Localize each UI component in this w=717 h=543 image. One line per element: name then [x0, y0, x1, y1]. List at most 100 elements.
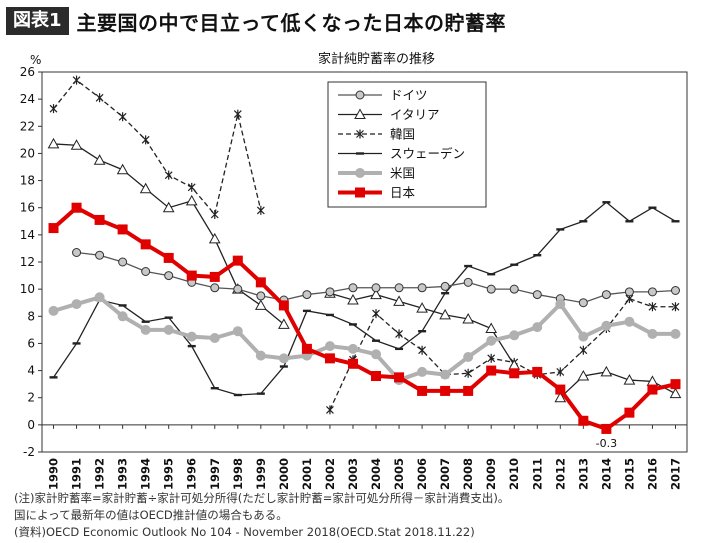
data-point: [417, 366, 428, 377]
data-point: [647, 384, 658, 395]
x-tick-label: 2014: [599, 458, 613, 490]
data-point: [532, 322, 543, 333]
data-point: [354, 108, 366, 119]
x-tick-label: 2015: [622, 458, 636, 490]
data-point: [94, 214, 105, 225]
x-tick-label: 2003: [346, 458, 360, 490]
x-tick-label: 2010: [507, 458, 521, 490]
note-source: (資料)OECD Economic Outlook No 104 - Novem…: [14, 525, 475, 539]
note-definition: (注)家計貯蓄率=家計貯蓄÷家計可処分所得(ただし家計貯蓄=家計可処分所得－家計…: [14, 491, 510, 505]
data-point: [141, 135, 150, 145]
data-point: [648, 302, 657, 312]
data-point: [48, 223, 59, 234]
data-point: [464, 368, 473, 378]
y-axis-label: %: [30, 53, 41, 67]
note-estimate: 国によって最新年の値はOECD推計値の場合もある。: [14, 508, 288, 522]
data-point: [71, 299, 82, 310]
y-tick-label: 2: [27, 391, 35, 405]
x-tick-label: 2001: [300, 458, 314, 490]
data-point: [347, 293, 359, 305]
data-point: [356, 129, 364, 139]
figure-header: 図表1 主要国の中で目立って低くなった日本の貯蓄率: [6, 6, 506, 36]
data-point: [418, 345, 427, 355]
x-tick-label: 1997: [208, 458, 222, 490]
data-point: [48, 305, 59, 316]
data-point: [163, 252, 174, 263]
data-point: [186, 331, 197, 342]
annotation-label: -0.3: [596, 437, 617, 450]
data-point: [209, 271, 220, 282]
data-point: [348, 283, 358, 293]
data-point: [278, 353, 289, 364]
data-point: [463, 385, 474, 396]
data-point: [509, 368, 520, 379]
y-tick-label: -2: [23, 445, 35, 459]
y-tick-label: 10: [20, 282, 35, 296]
y-tick-label: 14: [20, 228, 35, 242]
data-point: [439, 308, 451, 320]
data-point: [233, 284, 243, 294]
data-point: [164, 170, 173, 180]
data-point: [208, 232, 221, 244]
data-point: [624, 407, 635, 418]
legend-box: [327, 81, 487, 208]
data-point: [355, 90, 365, 100]
data-point: [93, 154, 106, 165]
data-point: [556, 367, 565, 377]
y-tick-label: 22: [20, 119, 35, 133]
data-point: [417, 385, 428, 396]
chart-title: 家計純貯蓄率の推移: [318, 51, 435, 67]
x-tick-label: 1998: [231, 458, 245, 490]
data-point: [185, 194, 198, 206]
data-point: [117, 224, 128, 235]
data-point: [116, 163, 129, 175]
data-point: [394, 283, 404, 293]
series-米国: [48, 292, 681, 386]
data-point: [141, 267, 151, 276]
data-point: [117, 311, 128, 322]
data-point: [578, 298, 588, 308]
data-point: [210, 283, 220, 293]
data-point: [162, 201, 175, 213]
data-point: [95, 93, 104, 103]
figure-badge: 図表1: [6, 7, 69, 35]
x-tick-label: 1993: [116, 458, 130, 490]
series-line: [559, 371, 676, 399]
x-tick-label: 2009: [484, 458, 498, 490]
legend-item: ドイツ: [338, 88, 428, 103]
data-point: [187, 182, 196, 192]
x-tick-label: 2012: [553, 458, 567, 490]
data-point: [256, 205, 265, 215]
data-point: [555, 384, 566, 395]
data-point: [554, 391, 567, 403]
data-point: [440, 281, 450, 291]
data-point: [577, 369, 590, 381]
y-tick-label: 24: [20, 92, 35, 106]
x-tick-label: 2005: [392, 458, 406, 490]
data-point: [355, 168, 365, 178]
y-tick-label: 0: [27, 418, 35, 432]
data-point: [140, 239, 151, 250]
legend-item: 日本: [338, 185, 416, 200]
data-point: [486, 284, 496, 294]
y-tick-label: 20: [20, 146, 35, 160]
y-tick-label: 4: [27, 364, 35, 378]
data-point: [463, 352, 474, 362]
data-point: [579, 345, 588, 355]
data-point: [347, 343, 358, 354]
data-point: [624, 287, 634, 297]
legend-item: 米国: [338, 166, 415, 181]
data-point: [324, 353, 335, 364]
data-point: [647, 328, 658, 339]
series-line: [52, 205, 676, 432]
data-point: [49, 104, 58, 114]
x-tick-label: 2004: [369, 458, 383, 490]
x-tick-label: 2008: [461, 458, 475, 490]
data-point: [509, 284, 519, 294]
x-tick-label: 1992: [93, 458, 107, 490]
x-tick-label: 2017: [668, 458, 682, 490]
data-point: [301, 343, 312, 354]
data-point: [255, 350, 266, 361]
data-point: [671, 302, 680, 312]
